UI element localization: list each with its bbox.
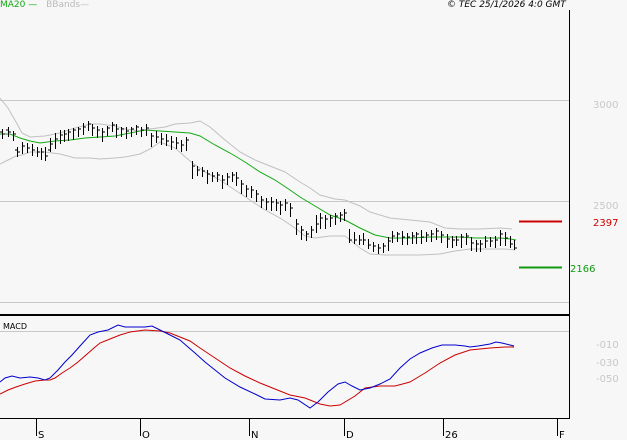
legend-ma20-swatch: — xyxy=(25,0,38,10)
macd-tick-030: -030 xyxy=(596,358,619,369)
x-tick-feb: F xyxy=(559,430,565,440)
macd-line xyxy=(0,324,515,409)
legend-ma20: MA20 xyxy=(0,0,26,10)
ma20-line xyxy=(0,129,517,241)
x-tick-oct: O xyxy=(142,430,150,440)
x-tick-jan26: 26 xyxy=(445,430,458,440)
y-tick-3000: 3000 xyxy=(593,100,618,111)
support-label: 2166 xyxy=(570,264,595,275)
macd-tick-050: -050 xyxy=(596,374,619,385)
bbands-lower xyxy=(0,141,516,256)
macd-tick-010: -010 xyxy=(596,340,619,351)
copyright-timestamp: © TEC 25/1/2026 4:0 GMT xyxy=(447,0,566,10)
x-tick-dec: D xyxy=(346,430,354,440)
macd-panel-title: MACD xyxy=(3,322,27,331)
bbands-upper xyxy=(0,97,513,230)
x-tick-nov: N xyxy=(251,430,258,440)
price-bars xyxy=(0,121,517,254)
legend-bbands-swatch: — xyxy=(80,0,90,10)
chart-legend: MA20 — BBands— xyxy=(0,0,89,12)
y-tick-2500: 2500 xyxy=(593,201,618,212)
x-axis-ticks xyxy=(36,418,558,436)
resistance-label: 2397 xyxy=(593,218,618,229)
x-tick-sep: S xyxy=(38,430,44,440)
macd-signal-line xyxy=(0,329,514,407)
legend-bbands: BBands xyxy=(46,0,81,10)
